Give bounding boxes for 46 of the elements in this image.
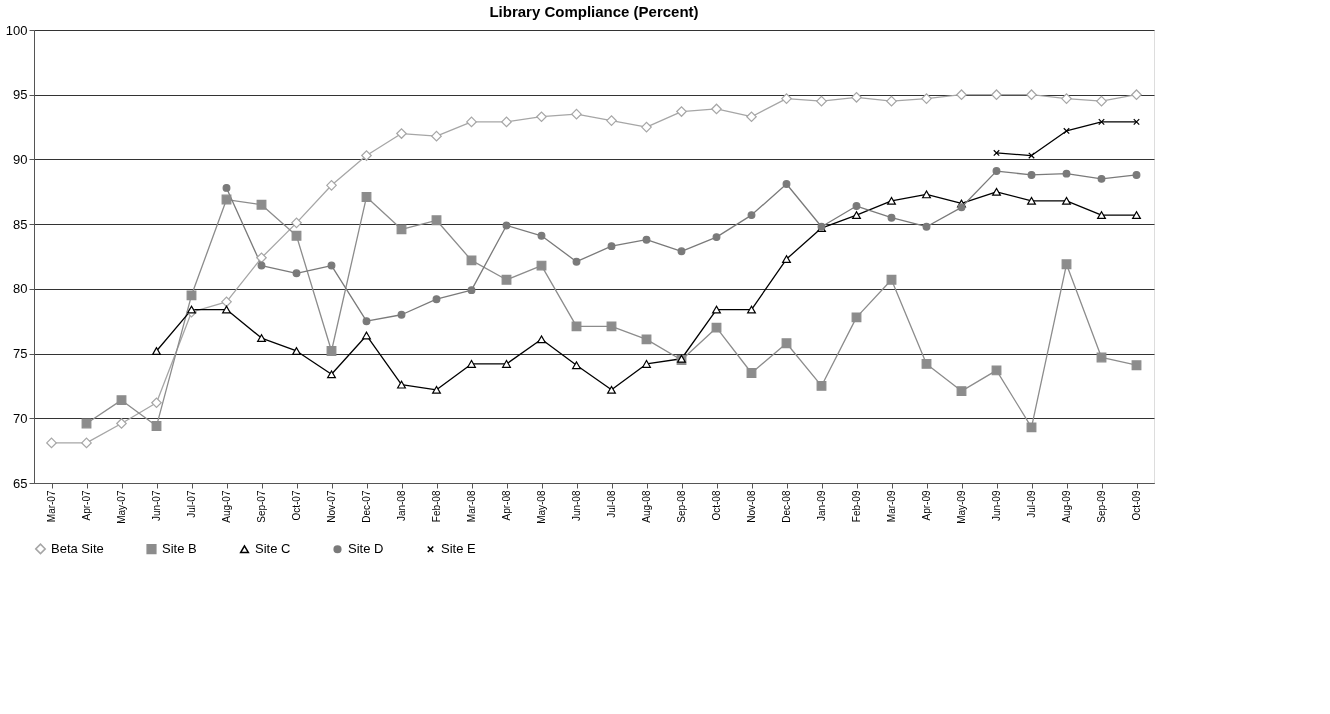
x-tick-label: Aug-09 — [1061, 490, 1072, 523]
x-tick-label: Nov-08 — [746, 490, 757, 523]
x-tick-label: Dec-07 — [361, 490, 372, 523]
x-tick-label: Aug-08 — [641, 490, 652, 523]
x-tick-label: Oct-08 — [711, 490, 722, 521]
legend-label: Site B — [162, 541, 197, 557]
x-tick-label: Jun-08 — [571, 490, 582, 522]
y-tick-label: 75 — [13, 346, 28, 362]
x-tick-label: Apr-08 — [501, 490, 512, 521]
legend-label: Site E — [441, 541, 477, 557]
y-tick-label: 90 — [13, 151, 28, 167]
legend-label: Site D — [348, 541, 384, 557]
legend-label: Site C — [255, 541, 291, 557]
x-tick-label: May-07 — [116, 490, 127, 524]
x-tick-label: Apr-07 — [81, 490, 92, 521]
y-tick-label: 100 — [5, 22, 28, 38]
x-tick-label: Oct-09 — [1131, 490, 1142, 521]
y-tick-label: 80 — [13, 281, 28, 297]
x-tick-label: Oct-07 — [291, 490, 302, 521]
x-tick-label: Jul-07 — [186, 490, 197, 518]
x-tick-label: Mar-09 — [886, 490, 897, 523]
x-tick-label: Apr-09 — [921, 490, 932, 521]
x-tick-label: Sep-07 — [256, 490, 267, 523]
x-tick-label: Jun-09 — [991, 490, 1002, 522]
x-tick-label: Feb-09 — [851, 490, 862, 523]
x-tick-label: Dec-08 — [781, 490, 792, 523]
chart-title: Library Compliance (Percent) — [489, 3, 699, 20]
x-tick-label: Mar-08 — [466, 490, 477, 523]
x-tick-label: Jan-09 — [816, 490, 827, 522]
x-tick-label: Jan-08 — [396, 490, 407, 522]
x-tick-label: Nov-07 — [326, 490, 337, 523]
x-tick-label: Sep-08 — [676, 490, 687, 523]
x-tick-label: Jun-07 — [151, 490, 162, 522]
y-tick-label: 65 — [13, 475, 28, 491]
y-tick-label: 85 — [13, 216, 28, 232]
legend-label: Beta Site — [51, 540, 104, 556]
x-tick-label: Mar-07 — [46, 490, 57, 523]
x-tick-label: Sep-09 — [1096, 490, 1107, 523]
y-tick-label: 95 — [13, 87, 28, 103]
x-tick-label: Feb-08 — [431, 490, 442, 523]
x-tick-label: May-09 — [956, 490, 967, 524]
x-tick-label: Aug-07 — [221, 490, 232, 523]
x-tick-label: May-08 — [536, 490, 547, 524]
y-tick-label: 70 — [13, 410, 28, 426]
x-tick-label: Jul-09 — [1026, 490, 1037, 518]
x-tick-label: Jul-08 — [606, 490, 617, 518]
